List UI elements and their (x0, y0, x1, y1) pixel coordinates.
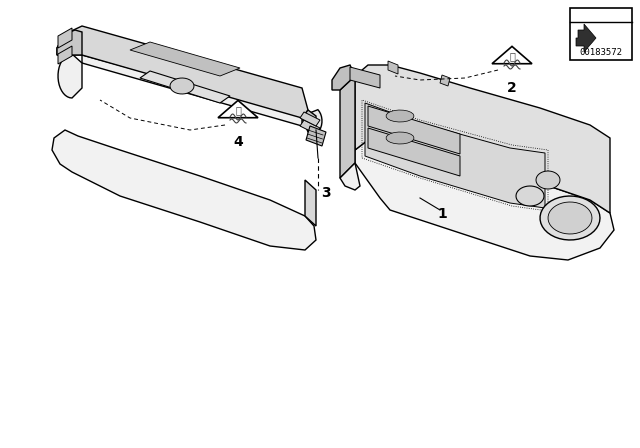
Polygon shape (305, 180, 316, 226)
Polygon shape (368, 106, 460, 154)
Polygon shape (82, 55, 312, 126)
Polygon shape (302, 110, 316, 132)
Polygon shape (350, 67, 380, 88)
Polygon shape (58, 28, 72, 48)
Polygon shape (388, 61, 398, 74)
Polygon shape (140, 71, 230, 103)
Polygon shape (332, 65, 355, 90)
Polygon shape (540, 196, 600, 240)
Polygon shape (576, 24, 596, 52)
Polygon shape (57, 30, 82, 55)
Bar (570, 8, 632, 60)
Text: 3: 3 (321, 186, 331, 200)
Text: ⓔ: ⓔ (235, 105, 241, 115)
Text: 00183572: 00183572 (579, 47, 623, 56)
Polygon shape (368, 128, 460, 176)
Polygon shape (218, 100, 258, 118)
Polygon shape (355, 140, 614, 260)
Polygon shape (300, 112, 320, 126)
Polygon shape (492, 47, 532, 64)
Polygon shape (57, 26, 308, 118)
Polygon shape (170, 78, 194, 94)
Polygon shape (516, 186, 544, 206)
Polygon shape (58, 46, 72, 64)
Polygon shape (536, 171, 560, 189)
Text: 2: 2 (507, 81, 517, 95)
Polygon shape (340, 163, 360, 190)
Polygon shape (340, 76, 355, 178)
Polygon shape (130, 42, 240, 76)
Polygon shape (355, 65, 610, 213)
Polygon shape (306, 126, 326, 146)
Polygon shape (302, 110, 322, 132)
Polygon shape (548, 202, 592, 234)
Polygon shape (386, 132, 414, 144)
Text: 4: 4 (233, 135, 243, 149)
Polygon shape (386, 110, 414, 122)
Polygon shape (300, 120, 320, 134)
Text: ⓔ: ⓔ (509, 51, 515, 61)
Polygon shape (440, 75, 450, 86)
Polygon shape (52, 130, 316, 250)
Text: 1: 1 (437, 207, 447, 221)
Polygon shape (365, 103, 545, 208)
Polygon shape (58, 54, 82, 98)
